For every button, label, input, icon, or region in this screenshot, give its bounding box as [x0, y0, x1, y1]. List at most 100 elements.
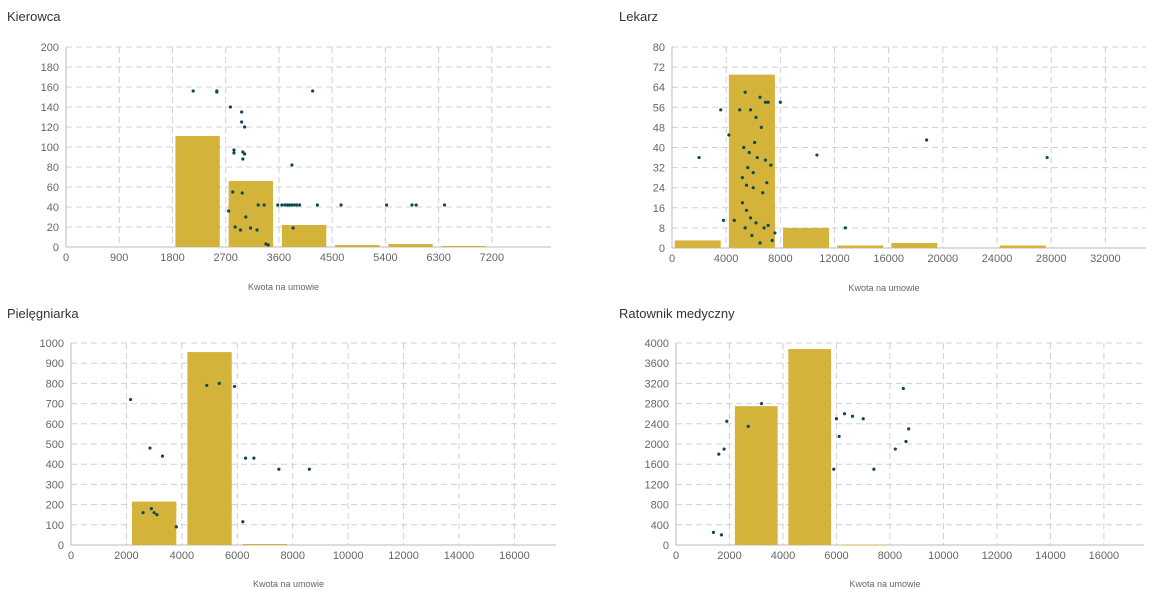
scatter-point — [228, 105, 233, 109]
scatter-point — [266, 243, 270, 247]
x-tick-label: 16000 — [1089, 550, 1120, 562]
scatter-point — [832, 467, 836, 471]
scatter-point — [141, 511, 145, 515]
y-tick-label: 80 — [47, 162, 59, 174]
y-tick-label: 400 — [46, 459, 64, 471]
y-tick-label: 0 — [53, 242, 59, 254]
histogram-bar — [783, 227, 830, 248]
histogram-bar — [999, 245, 1046, 248]
y-tick-label: 48 — [653, 122, 665, 134]
x-tick-label: 12000 — [982, 550, 1013, 562]
scatter-point — [758, 95, 762, 99]
y-tick-label: 200 — [41, 42, 59, 54]
scatter-point — [872, 467, 876, 471]
scatter-point — [243, 125, 247, 129]
scatter-point — [717, 452, 721, 456]
scatter-point — [240, 120, 244, 124]
scatter-point — [311, 89, 315, 93]
scatter-point — [255, 228, 259, 232]
scatter-point — [769, 163, 773, 167]
scatter-point — [205, 383, 209, 388]
x-tick-label: 24000 — [982, 253, 1013, 265]
scatter-point — [215, 90, 219, 94]
x-tick-label: 0 — [68, 550, 74, 562]
scatter-point — [763, 100, 768, 104]
scatter-point — [738, 108, 742, 112]
x-axis-label: Kwota na umowie — [848, 283, 919, 293]
y-tick-label: 4000 — [645, 338, 669, 350]
histogram-bar — [131, 501, 177, 545]
scatter-point — [740, 201, 745, 205]
scatter-point — [243, 152, 247, 156]
scatter-point — [834, 417, 839, 421]
scatter-point — [244, 456, 248, 460]
x-tick-label: 6000 — [225, 550, 249, 562]
y-tick-label: 1200 — [645, 479, 669, 491]
y-tick-label: 900 — [46, 358, 64, 370]
y-tick-label: 2000 — [645, 439, 669, 451]
scatter-point — [722, 447, 726, 451]
histogram-bar — [281, 225, 327, 247]
histogram-bar — [335, 245, 380, 247]
x-tick-label: 0 — [673, 550, 679, 562]
histogram-bar — [175, 136, 220, 247]
y-tick-label: 56 — [653, 102, 665, 114]
scatter-point — [241, 157, 245, 161]
chart-title: Lekarz — [619, 9, 659, 24]
y-tick-label: 0 — [659, 243, 665, 255]
scatter-point — [721, 218, 726, 222]
x-tick-label: 10000 — [333, 550, 364, 562]
scatter-point — [240, 110, 244, 114]
scatter-point — [283, 203, 287, 207]
y-tick-label: 700 — [46, 399, 64, 411]
scatter-point — [743, 226, 747, 230]
histogram-bar — [788, 349, 832, 545]
x-tick-label: 4500 — [320, 252, 344, 264]
x-axis-label: Kwota na umowie — [849, 579, 920, 589]
x-tick-label: 0 — [669, 253, 675, 265]
scatter-point — [339, 203, 343, 207]
y-tick-label: 40 — [653, 143, 665, 155]
y-tick-label: 8 — [659, 223, 665, 235]
histogram-bar — [388, 244, 433, 247]
histogram-bar — [228, 181, 274, 247]
chart-title: Kierowca — [7, 9, 61, 24]
y-tick-label: 3200 — [645, 378, 669, 390]
scatter-point — [762, 226, 766, 230]
scatter-point — [442, 203, 447, 207]
scatter-point — [697, 155, 701, 160]
x-tick-label: 16000 — [873, 253, 904, 265]
scatter-point — [262, 203, 266, 207]
scatter-point — [174, 525, 178, 529]
x-tick-label: 12000 — [819, 253, 850, 265]
scatter-point — [746, 424, 750, 428]
scatter-point — [238, 228, 243, 232]
x-tick-label: 28000 — [1036, 253, 1067, 265]
scatter-point — [232, 384, 237, 389]
scatter-point — [711, 530, 716, 534]
scatter-point — [778, 100, 782, 104]
y-tick-label: 64 — [653, 82, 665, 94]
x-tick-label: 8000 — [768, 253, 792, 265]
y-tick-label: 32 — [653, 163, 665, 175]
x-tick-label: 2700 — [213, 252, 237, 264]
scatter-point — [742, 145, 746, 150]
scatter-point — [298, 203, 302, 207]
y-tick-label: 72 — [653, 62, 665, 74]
scatter-point — [128, 397, 133, 402]
scatter-point — [773, 231, 777, 235]
scatter-point — [842, 412, 847, 416]
x-tick-label: 32000 — [1090, 253, 1121, 265]
y-tick-label: 400 — [651, 520, 669, 532]
y-tick-label: 180 — [41, 62, 59, 74]
scatter-point — [240, 191, 244, 195]
x-tick-label: 3600 — [267, 252, 291, 264]
x-tick-label: 7200 — [480, 252, 504, 264]
y-tick-label: 120 — [41, 122, 59, 134]
scatter-point — [766, 223, 770, 227]
histogram-bar — [837, 245, 884, 248]
y-tick-label: 2800 — [645, 399, 669, 411]
x-axis-label: Kwota na umowie — [253, 579, 324, 589]
scatter-point — [744, 183, 749, 187]
scatter-point — [414, 203, 418, 207]
